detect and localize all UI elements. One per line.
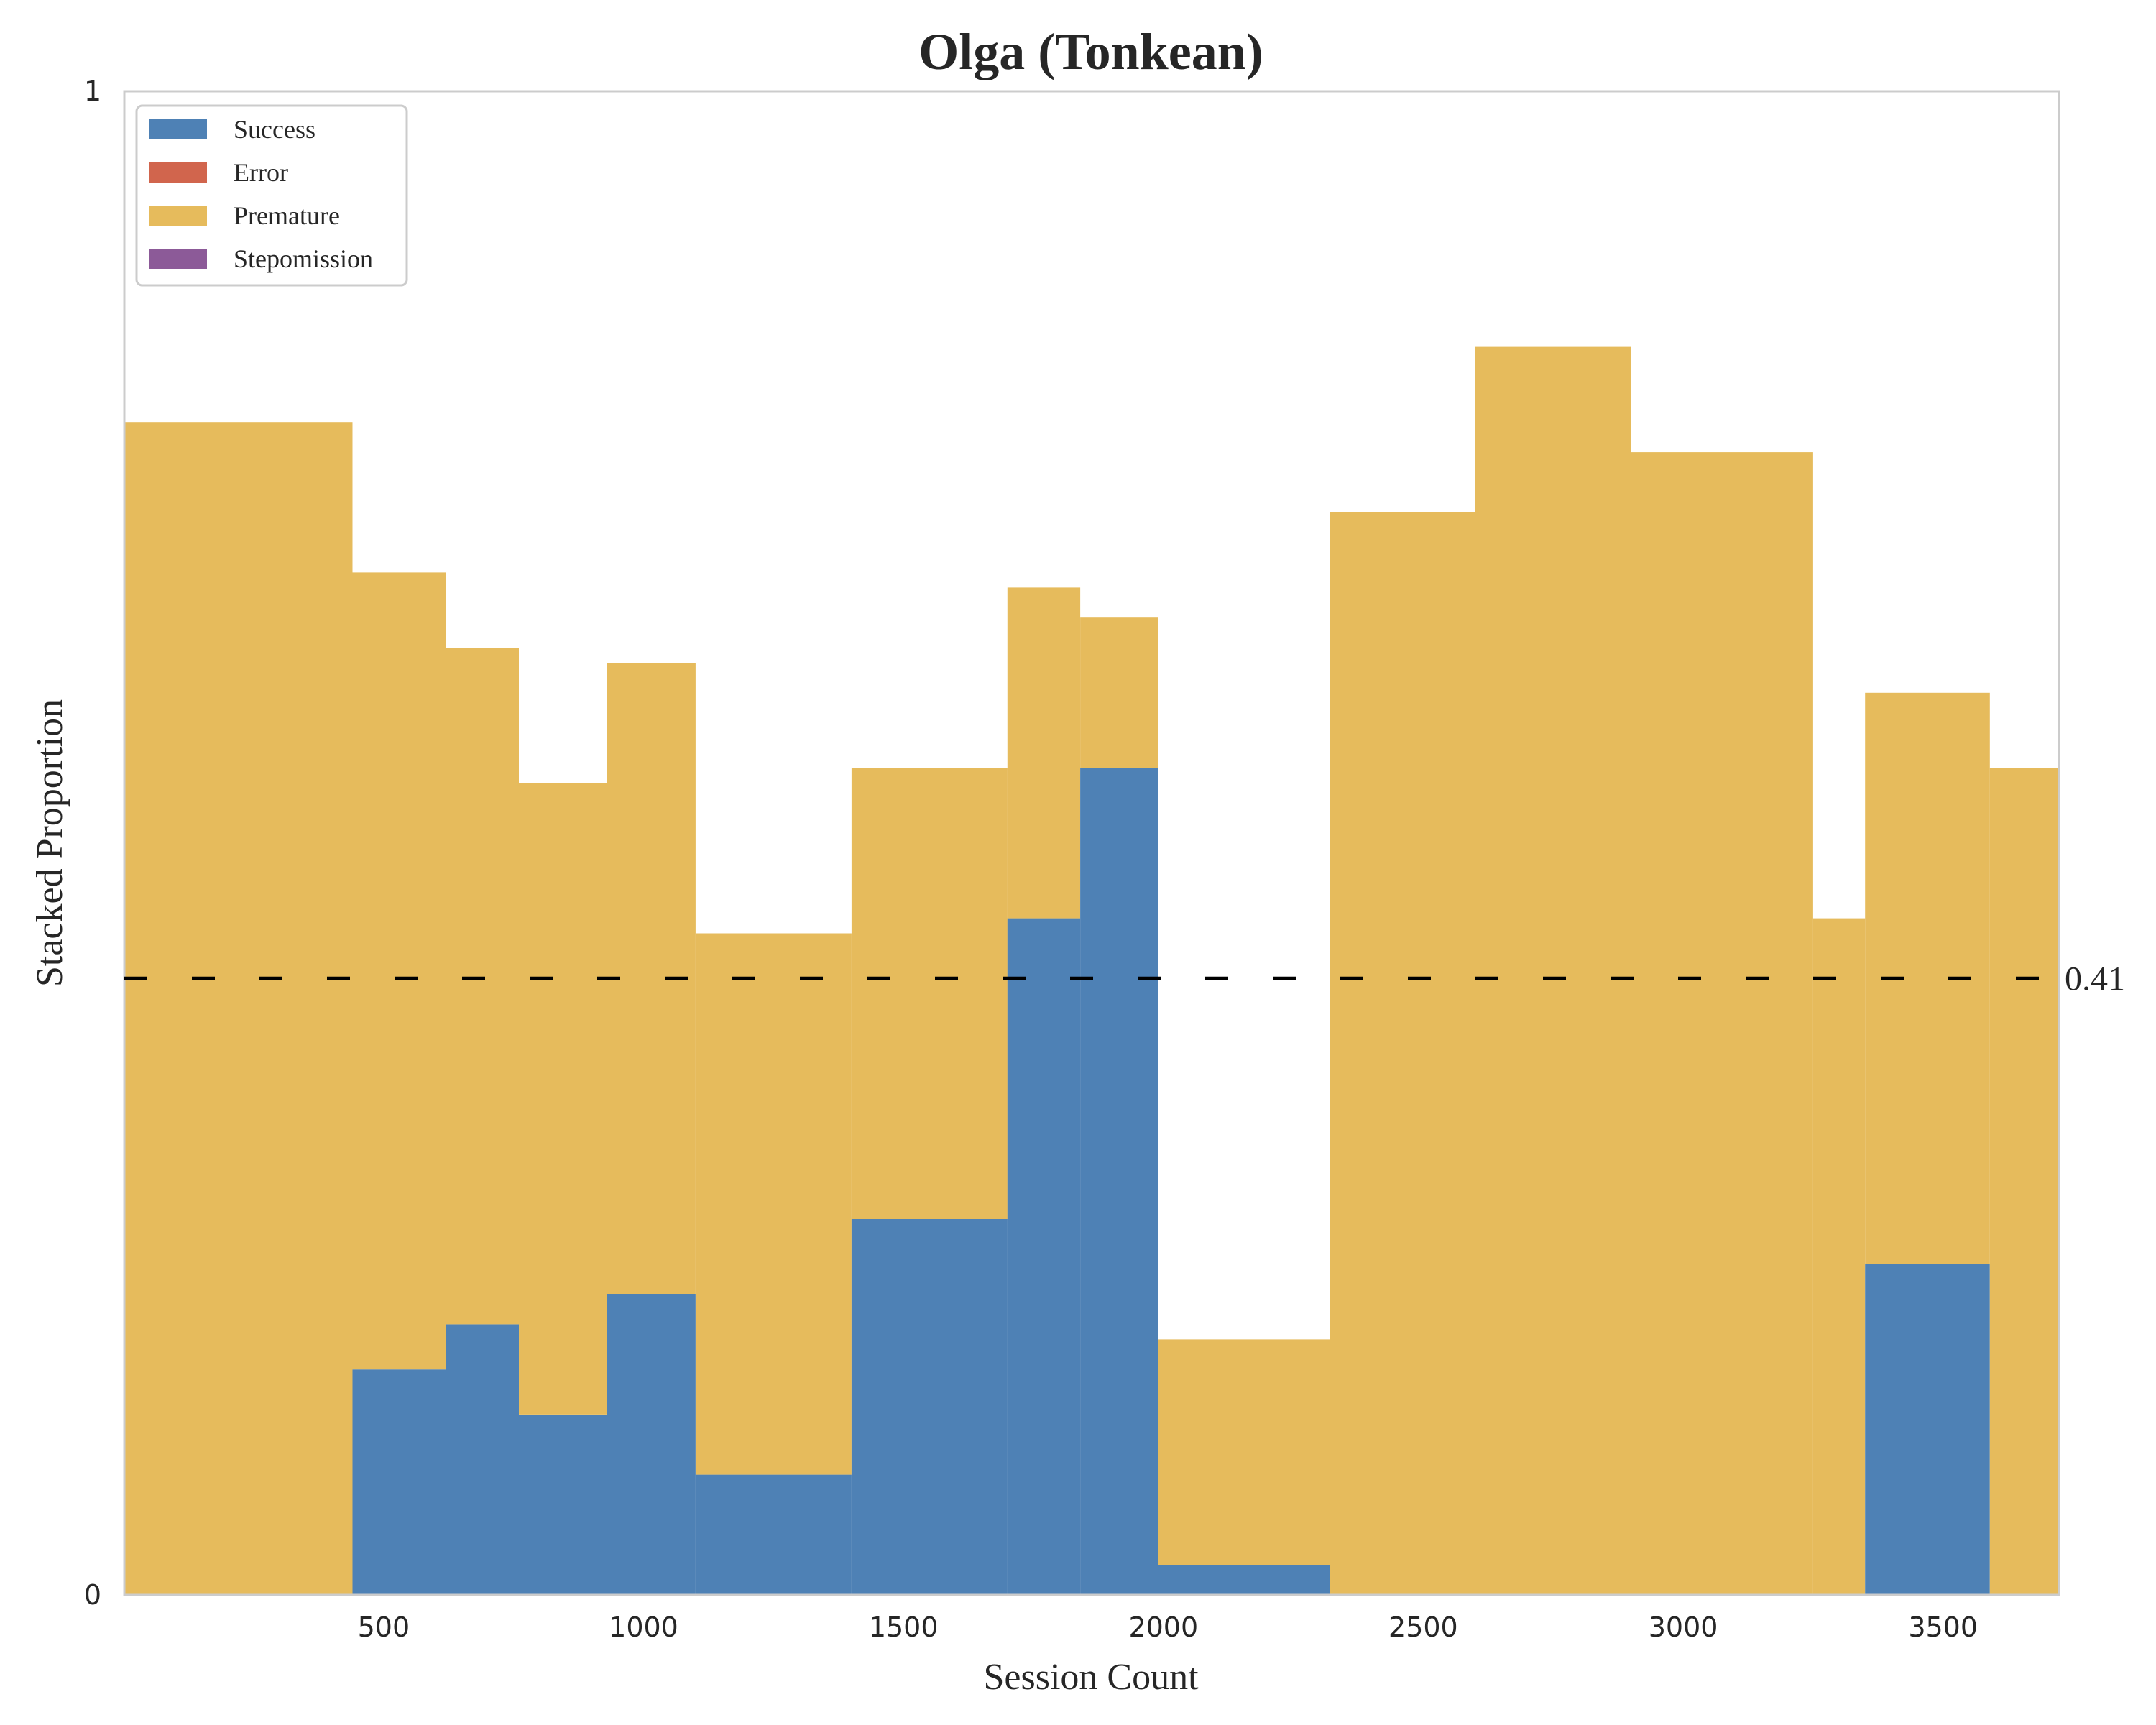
x-tick-label-2500: 2500 bbox=[1388, 1611, 1458, 1643]
bar-premature-3 bbox=[519, 783, 607, 1414]
bar-premature-0 bbox=[124, 422, 353, 1596]
legend: Success Error Premature Stepomission bbox=[135, 104, 408, 287]
bar-premature-1 bbox=[352, 572, 446, 1370]
x-tick-label-2000: 2000 bbox=[1128, 1611, 1198, 1643]
bar-premature-12 bbox=[1631, 452, 1813, 1595]
reference-line-label: 0.41 bbox=[2065, 960, 2125, 998]
bar-premature-10 bbox=[1330, 512, 1475, 1595]
legend-label-error: Error bbox=[234, 158, 288, 187]
bar-success-9 bbox=[1158, 1565, 1330, 1595]
bar-premature-13 bbox=[1812, 918, 1866, 1595]
bar-success-14 bbox=[1865, 1264, 1990, 1595]
legend-label-premature: Premature bbox=[234, 201, 340, 230]
bar-premature-11 bbox=[1475, 346, 1631, 1596]
plot-frame bbox=[123, 90, 2060, 1596]
bar-success-5 bbox=[695, 1474, 852, 1595]
bar-success-4 bbox=[607, 1294, 696, 1595]
chart-title: Olga (Tonkean) bbox=[918, 23, 1263, 80]
bar-premature-7 bbox=[1007, 587, 1081, 919]
plot-area bbox=[124, 346, 2059, 1596]
x-tick-label-500: 500 bbox=[358, 1611, 410, 1643]
bar-success-2 bbox=[446, 1324, 519, 1595]
x-tick-label-3000: 3000 bbox=[1649, 1611, 1718, 1643]
legend-swatch-premature bbox=[149, 206, 207, 226]
legend-swatch-success bbox=[149, 119, 207, 139]
bar-success-3 bbox=[519, 1414, 607, 1595]
bar-premature-15 bbox=[1989, 768, 2059, 1595]
x-axis-label: Session Count bbox=[983, 1657, 1199, 1698]
bar-success-8 bbox=[1080, 768, 1158, 1595]
bar-premature-5 bbox=[695, 933, 852, 1475]
legend-items: Success Error Premature Stepomission bbox=[149, 115, 373, 273]
y-axis-ticks: 01 bbox=[84, 75, 101, 1611]
legend-label-stepomission: Stepomission bbox=[234, 244, 373, 273]
y-axis-label: Stacked Proportion bbox=[29, 699, 70, 987]
x-tick-label-1500: 1500 bbox=[869, 1611, 939, 1643]
x-tick-label-1000: 1000 bbox=[609, 1611, 678, 1643]
bar-success-1 bbox=[352, 1369, 446, 1595]
legend-box bbox=[135, 104, 408, 287]
y-tick-label-1: 1 bbox=[84, 75, 101, 107]
bar-success-7 bbox=[1007, 918, 1081, 1595]
legend-label-success: Success bbox=[234, 115, 315, 144]
y-tick-label-0: 0 bbox=[84, 1579, 101, 1611]
bar-premature-2 bbox=[446, 648, 519, 1325]
bar-premature-8 bbox=[1080, 617, 1158, 768]
legend-swatch-stepomission bbox=[149, 249, 207, 269]
bar-premature-6 bbox=[851, 768, 1008, 1219]
x-tick-label-3500: 3500 bbox=[1908, 1611, 1978, 1643]
bar-premature-9 bbox=[1158, 1339, 1330, 1565]
legend-swatch-error bbox=[149, 162, 207, 183]
x-axis-ticks: 500 1000 1500 2000 2500 3000 3500 bbox=[358, 1611, 1978, 1643]
bar-layer bbox=[124, 346, 2059, 1596]
bar-success-6 bbox=[851, 1219, 1008, 1595]
